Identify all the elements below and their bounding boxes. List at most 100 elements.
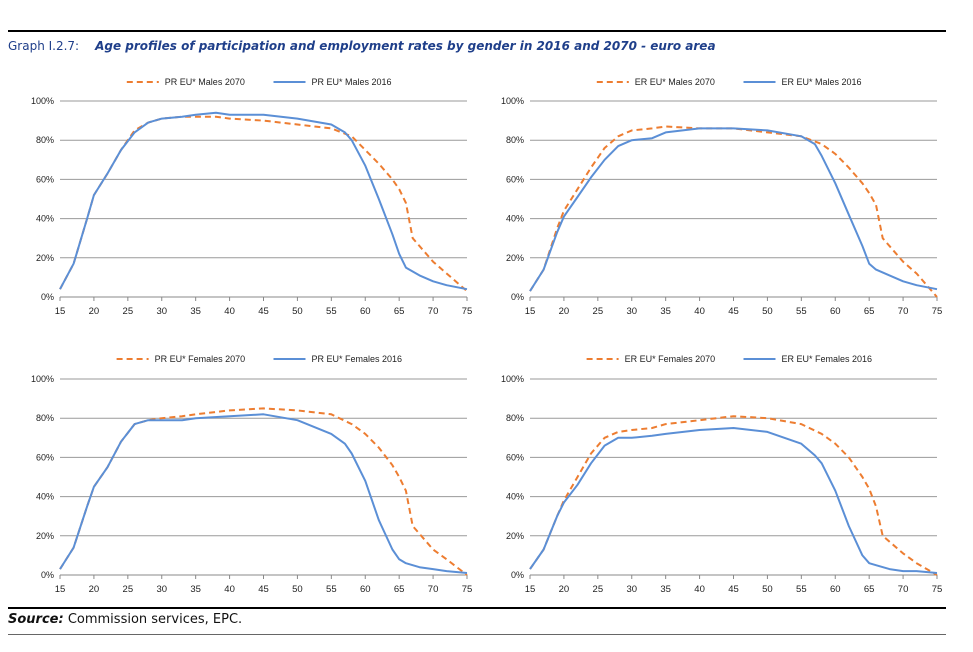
series-line-2016: [529, 127, 938, 292]
y-tick-label: 80%: [36, 135, 54, 145]
y-tick-label: 100%: [501, 374, 524, 384]
x-tick-label: 25: [123, 306, 134, 317]
chart-panel-1: 0% 20% 40% 60% 80% 100% 15 20 25 30 35 40 45 50 55 60 65…: [31, 77, 472, 317]
x-tick-label: 65: [864, 584, 875, 595]
x-tick-label: 35: [660, 584, 671, 595]
x-tick-label: 60: [360, 306, 371, 317]
x-tick-label: 25: [593, 584, 604, 595]
graph-label: Graph I.2.7:: [8, 39, 80, 53]
x-tick-label: 25: [593, 306, 604, 317]
x-tick-label: 55: [326, 306, 337, 317]
x-tick-label: 45: [258, 584, 269, 595]
x-tick-label: 45: [728, 584, 739, 595]
series-line-2016: [529, 427, 938, 574]
x-tick-label: 50: [762, 584, 773, 595]
y-tick-label: 60%: [506, 174, 524, 184]
series-line-2070: [529, 125, 938, 298]
y-tick-label: 60%: [36, 452, 54, 462]
legend-label: PR EU* Males 2070: [165, 77, 245, 87]
x-tick-label: 65: [394, 306, 405, 317]
y-tick-label: 20%: [36, 253, 54, 263]
x-tick-label: 35: [660, 306, 671, 317]
x-tick-label: 40: [224, 306, 235, 317]
x-tick-label: 35: [190, 584, 201, 595]
x-tick-label: 60: [360, 584, 371, 595]
x-tick-label: 65: [864, 306, 875, 317]
x-tick-label: 70: [428, 306, 439, 317]
x-tick-label: 30: [626, 306, 637, 317]
legend-label: ER EU* Males 2016: [782, 77, 862, 87]
x-tick-label: 35: [190, 306, 201, 317]
series-line-2016: [59, 111, 468, 291]
x-tick-label: 75: [462, 306, 473, 317]
y-tick-label: 100%: [31, 374, 54, 384]
x-tick-label: 75: [932, 306, 943, 317]
y-tick-label: 0%: [41, 570, 54, 580]
x-tick-label: 30: [626, 584, 637, 595]
series-line-2016: [59, 413, 468, 574]
x-tick-label: 30: [156, 306, 167, 317]
y-tick-label: 20%: [506, 531, 524, 541]
source-text: Commission services, EPC.: [67, 612, 243, 627]
x-tick-label: 50: [762, 306, 773, 317]
x-tick-label: 55: [796, 584, 807, 595]
x-tick-label: 70: [898, 584, 909, 595]
x-tick-label: 55: [326, 584, 337, 595]
x-tick-label: 70: [898, 306, 909, 317]
legend-label: ER EU* Females 2070: [625, 354, 716, 364]
x-tick-label: 25: [123, 584, 134, 595]
legend-label: ER EU* Males 2070: [635, 77, 715, 87]
x-tick-label: 15: [525, 306, 536, 317]
y-tick-label: 60%: [506, 452, 524, 462]
chart-panel-4: 0% 20% 40% 60% 80% 100% 15 20 25 30 35 40 45 50 55 60 65…: [501, 354, 942, 595]
x-tick-label: 40: [694, 584, 705, 595]
x-tick-label: 55: [796, 306, 807, 317]
y-tick-label: 80%: [506, 135, 524, 145]
x-tick-label: 60: [830, 584, 841, 595]
y-tick-label: 0%: [41, 292, 54, 302]
y-tick-label: 60%: [36, 174, 54, 184]
chart-panel-2: 0% 20% 40% 60% 80% 100% 15 20 25 30 35 40 45 50 55 60 65…: [501, 77, 942, 317]
y-tick-label: 40%: [506, 492, 524, 502]
y-tick-label: 20%: [506, 253, 524, 263]
x-tick-label: 20: [559, 306, 570, 317]
x-tick-label: 20: [559, 584, 570, 595]
x-tick-label: 15: [55, 584, 66, 595]
top-rule: [8, 30, 946, 32]
series-line-2070: [59, 407, 468, 576]
series-line-2070: [59, 115, 468, 292]
legend-label: PR EU* Males 2016: [312, 77, 392, 87]
x-tick-label: 70: [428, 584, 439, 595]
x-tick-label: 65: [394, 584, 405, 595]
graph-title: Age profiles of participation and employ…: [95, 39, 716, 53]
bottom-rule: [8, 634, 946, 635]
x-tick-label: 40: [224, 584, 235, 595]
series-line-2070: [529, 415, 938, 576]
x-tick-label: 40: [694, 306, 705, 317]
legend-label: PR EU* Females 2016: [312, 354, 403, 364]
y-tick-label: 100%: [501, 96, 524, 106]
x-tick-label: 15: [525, 584, 536, 595]
x-tick-label: 45: [728, 306, 739, 317]
x-tick-label: 30: [156, 584, 167, 595]
y-tick-label: 0%: [511, 292, 524, 302]
chart-panel-3: 0% 20% 40% 60% 80% 100% 15 20 25 30 35 40 45 50 55 60 65…: [31, 354, 472, 595]
x-tick-label: 75: [932, 584, 943, 595]
x-tick-label: 75: [462, 584, 473, 595]
y-tick-label: 80%: [36, 413, 54, 423]
y-tick-label: 40%: [36, 214, 54, 224]
y-tick-label: 0%: [511, 570, 524, 580]
x-tick-label: 45: [258, 306, 269, 317]
y-tick-label: 20%: [36, 531, 54, 541]
source-label: Source:: [8, 612, 64, 627]
legend-label: PR EU* Females 2070: [155, 354, 246, 364]
charts-canvas: 0% 20% 40% 60% 80% 100% 15 20 25 30 35 40 45 50 55 60 65…: [31, 77, 942, 595]
source-note: Source: Commission services, EPC.: [8, 612, 242, 627]
graph-header: Graph I.2.7: Age profiles of participatio…: [8, 39, 716, 53]
legend-label: ER EU* Females 2016: [782, 354, 873, 364]
x-tick-label: 50: [292, 584, 303, 595]
y-tick-label: 80%: [506, 413, 524, 423]
x-tick-label: 60: [830, 306, 841, 317]
y-tick-label: 40%: [506, 214, 524, 224]
x-tick-label: 20: [89, 306, 100, 317]
